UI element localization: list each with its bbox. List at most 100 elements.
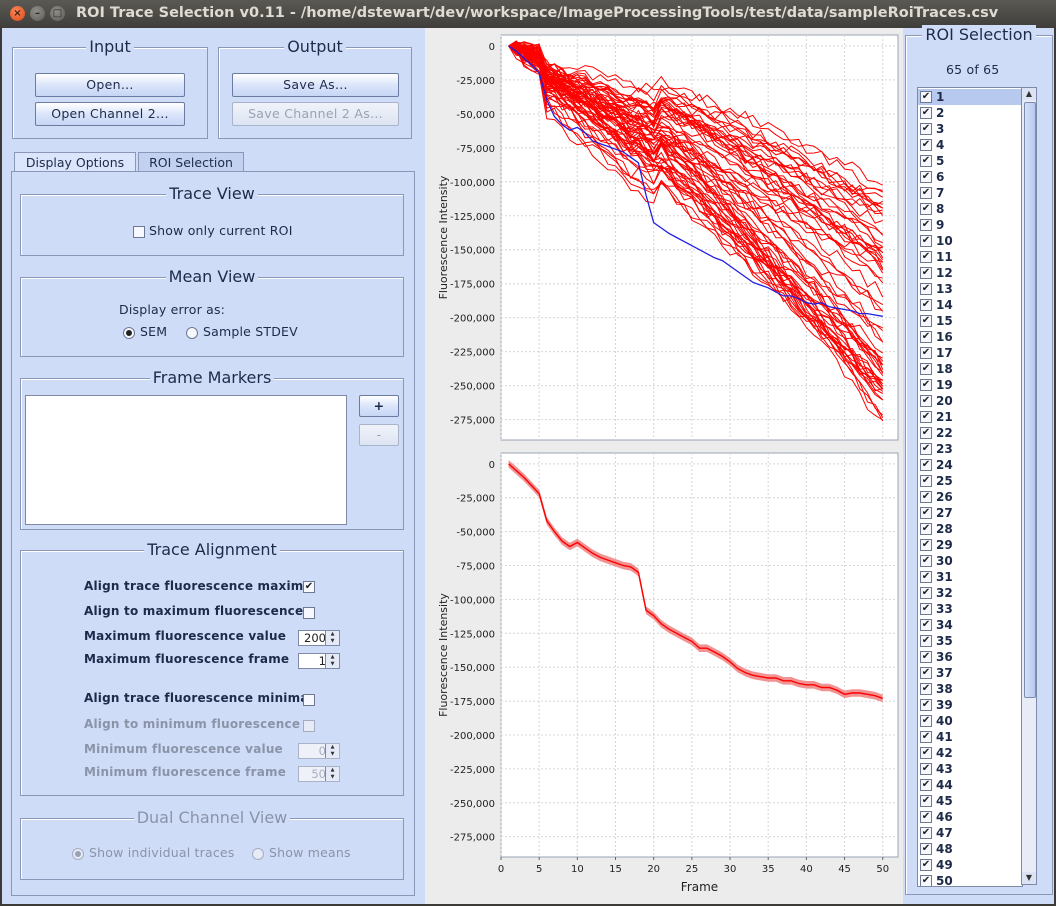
roi-checkbox[interactable]: ✔ xyxy=(920,859,932,871)
frame-markers-list[interactable] xyxy=(25,395,347,525)
spinner-arrows-icon[interactable]: ▲ ▼ xyxy=(325,654,339,668)
roi-list-item[interactable]: ✔ 19 xyxy=(918,377,1022,393)
roi-list-item[interactable]: ✔ 37 xyxy=(918,665,1022,681)
roi-list-item[interactable]: ✔ 9 xyxy=(918,217,1022,233)
roi-list-item[interactable]: ✔ 29 xyxy=(918,537,1022,553)
roi-list[interactable]: ✔ 1 ✔ 2 ✔ 3 ✔ 4 ✔ 5 ✔ 6 ✔ 7 ✔ 8 ✔ 9 ✔ 10 ✔ 11 ✔ 12 ✔ 13 ✔ 14 ✔ 15 ✔ 16 ✔… xyxy=(917,87,1023,887)
roi-list-item[interactable]: ✔ 36 xyxy=(918,649,1022,665)
roi-list-item[interactable]: ✔ 27 xyxy=(918,505,1022,521)
roi-checkbox[interactable]: ✔ xyxy=(920,91,932,103)
roi-list-item[interactable]: ✔ 14 xyxy=(918,297,1022,313)
roi-list-item[interactable]: ✔ 10 xyxy=(918,233,1022,249)
roi-list-item[interactable]: ✔ 11 xyxy=(918,249,1022,265)
roi-list-item[interactable]: ✔ 26 xyxy=(918,489,1022,505)
roi-checkbox[interactable]: ✔ xyxy=(920,395,932,407)
roi-list-item[interactable]: ✔ 30 xyxy=(918,553,1022,569)
roi-list-item[interactable]: ✔ 34 xyxy=(918,617,1022,633)
align-maxima-checkbox[interactable]: ✔ xyxy=(303,581,315,593)
roi-list-item[interactable]: ✔ 49 xyxy=(918,857,1022,873)
roi-checkbox[interactable]: ✔ xyxy=(920,651,932,663)
roi-list-item[interactable]: ✔ 24 xyxy=(918,457,1022,473)
roi-list-item[interactable]: ✔ 17 xyxy=(918,345,1022,361)
roi-list-item[interactable]: ✔ 28 xyxy=(918,521,1022,537)
min-frame-spinner[interactable]: 50 ▲ ▼ xyxy=(298,766,340,782)
spinner-arrows-icon[interactable]: ▲ ▼ xyxy=(325,744,339,758)
roi-list-item[interactable]: ✔ 35 xyxy=(918,633,1022,649)
roi-list-item[interactable]: ✔ 2 xyxy=(918,105,1022,121)
roi-checkbox[interactable]: ✔ xyxy=(920,619,932,631)
roi-checkbox[interactable]: ✔ xyxy=(920,475,932,487)
maximize-window-icon[interactable]: □ xyxy=(50,6,65,21)
roi-checkbox[interactable]: ✔ xyxy=(920,283,932,295)
roi-list-item[interactable]: ✔ 32 xyxy=(918,585,1022,601)
roi-checkbox[interactable]: ✔ xyxy=(920,411,932,423)
roi-list-item[interactable]: ✔ 31 xyxy=(918,569,1022,585)
roi-checkbox[interactable]: ✔ xyxy=(920,795,932,807)
roi-checkbox[interactable]: ✔ xyxy=(920,683,932,695)
scroll-thumb[interactable] xyxy=(1024,102,1036,698)
spinner-arrows-icon[interactable]: ▲ ▼ xyxy=(325,767,339,781)
max-frame-spinner[interactable]: 1 ▲ ▼ xyxy=(298,653,340,669)
open-button[interactable]: Open... xyxy=(35,73,185,97)
roi-list-item[interactable]: ✔ 7 xyxy=(918,185,1022,201)
roi-checkbox[interactable]: ✔ xyxy=(920,523,932,535)
roi-checkbox[interactable]: ✔ xyxy=(920,763,932,775)
roi-checkbox[interactable]: ✔ xyxy=(920,379,932,391)
roi-checkbox[interactable]: ✔ xyxy=(920,219,932,231)
show-individual-traces-radio[interactable] xyxy=(72,848,84,860)
show-means-radio[interactable] xyxy=(252,848,264,860)
roi-list-item[interactable]: ✔ 50 xyxy=(918,873,1022,886)
save-channel-2-button[interactable]: Save Channel 2 As... xyxy=(232,102,399,126)
roi-list-item[interactable]: ✔ 46 xyxy=(918,809,1022,825)
roi-checkbox[interactable]: ✔ xyxy=(920,507,932,519)
roi-checkbox[interactable]: ✔ xyxy=(920,267,932,279)
roi-checkbox[interactable]: ✔ xyxy=(920,187,932,199)
roi-checkbox[interactable]: ✔ xyxy=(920,443,932,455)
minimize-window-icon[interactable]: – xyxy=(30,6,45,21)
roi-checkbox[interactable]: ✔ xyxy=(920,747,932,759)
roi-list-item[interactable]: ✔ 42 xyxy=(918,745,1022,761)
open-channel-2-button[interactable]: Open Channel 2... xyxy=(35,102,185,126)
roi-list-item[interactable]: ✔ 45 xyxy=(918,793,1022,809)
roi-list-item[interactable]: ✔ 39 xyxy=(918,697,1022,713)
roi-list-item[interactable]: ✔ 15 xyxy=(918,313,1022,329)
add-marker-button[interactable]: + xyxy=(359,395,399,417)
sem-radio[interactable] xyxy=(123,327,135,339)
remove-marker-button[interactable]: - xyxy=(359,424,399,446)
roi-checkbox[interactable]: ✔ xyxy=(920,539,932,551)
roi-list-item[interactable]: ✔ 20 xyxy=(918,393,1022,409)
roi-list-item[interactable]: ✔ 21 xyxy=(918,409,1022,425)
roi-checkbox[interactable]: ✔ xyxy=(920,731,932,743)
roi-list-item[interactable]: ✔ 23 xyxy=(918,441,1022,457)
roi-list-item[interactable]: ✔ 4 xyxy=(918,137,1022,153)
min-value-spinner[interactable]: 0 ▲ ▼ xyxy=(298,743,340,759)
roi-list-item[interactable]: ✔ 33 xyxy=(918,601,1022,617)
close-window-icon[interactable]: × xyxy=(10,6,25,21)
roi-checkbox[interactable]: ✔ xyxy=(920,811,932,823)
roi-checkbox[interactable]: ✔ xyxy=(920,843,932,855)
roi-checkbox[interactable]: ✔ xyxy=(920,347,932,359)
roi-checkbox[interactable]: ✔ xyxy=(920,299,932,311)
roi-checkbox[interactable]: ✔ xyxy=(920,779,932,791)
roi-checkbox[interactable]: ✔ xyxy=(920,875,932,886)
roi-checkbox[interactable]: ✔ xyxy=(920,171,932,183)
tab-roi-selection[interactable]: ROI Selection xyxy=(138,152,244,172)
roi-list-item[interactable]: ✔ 22 xyxy=(918,425,1022,441)
roi-list-item[interactable]: ✔ 40 xyxy=(918,713,1022,729)
roi-list-item[interactable]: ✔ 6 xyxy=(918,169,1022,185)
roi-list-item[interactable]: ✔ 5 xyxy=(918,153,1022,169)
roi-checkbox[interactable]: ✔ xyxy=(920,459,932,471)
roi-checkbox[interactable]: ✔ xyxy=(920,603,932,615)
roi-list-item[interactable]: ✔ 41 xyxy=(918,729,1022,745)
show-only-current-roi-checkbox[interactable] xyxy=(133,226,145,238)
roi-checkbox[interactable]: ✔ xyxy=(920,715,932,727)
roi-list-item[interactable]: ✔ 44 xyxy=(918,777,1022,793)
roi-checkbox[interactable]: ✔ xyxy=(920,155,932,167)
scroll-up-icon[interactable]: ▲ xyxy=(1022,88,1036,100)
roi-checkbox[interactable]: ✔ xyxy=(920,315,932,327)
tab-display-options[interactable]: Display Options xyxy=(14,152,136,172)
roi-checkbox[interactable]: ✔ xyxy=(920,571,932,583)
roi-checkbox[interactable]: ✔ xyxy=(920,107,932,119)
align-to-min-checkbox[interactable] xyxy=(303,720,315,732)
roi-list-scrollbar[interactable]: ▲ ▼ xyxy=(1021,87,1037,885)
